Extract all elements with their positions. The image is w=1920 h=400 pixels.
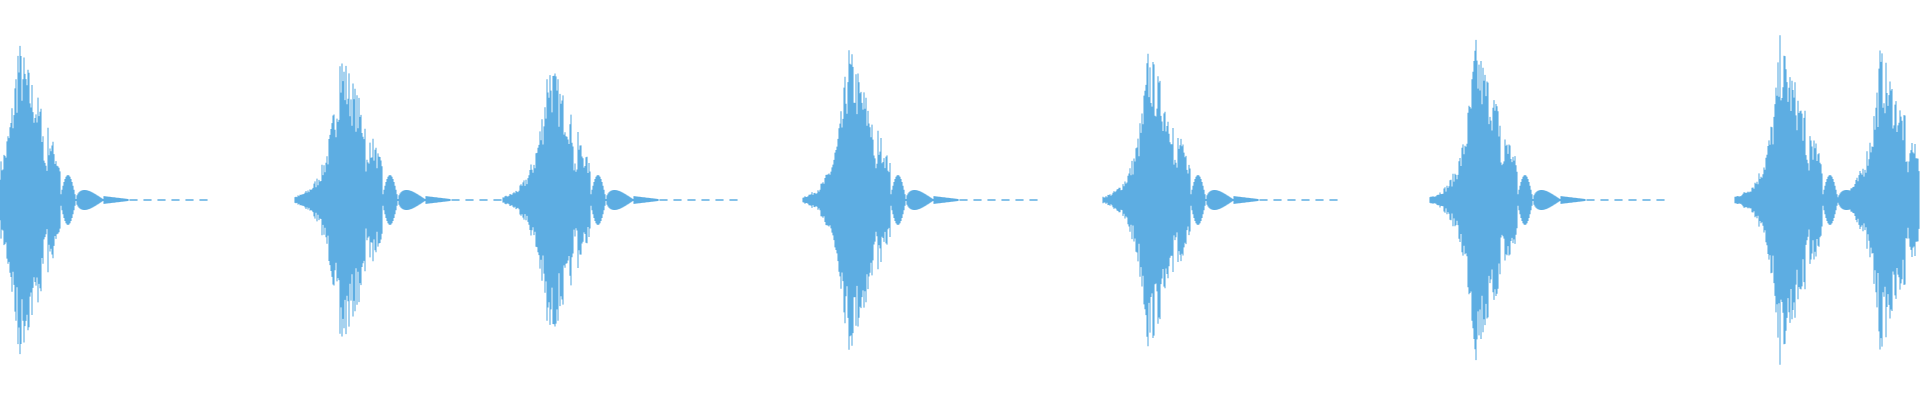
waveform-beat-8 bbox=[1834, 50, 1920, 350]
waveform-beat-4 bbox=[802, 50, 1038, 350]
waveform-beat-1 bbox=[0, 45, 208, 355]
waveform-beat-2 bbox=[294, 63, 530, 337]
waveform-beat-3 bbox=[502, 73, 738, 327]
waveform-beat-6 bbox=[1429, 39, 1665, 361]
waveform-beat-5 bbox=[1102, 53, 1338, 347]
